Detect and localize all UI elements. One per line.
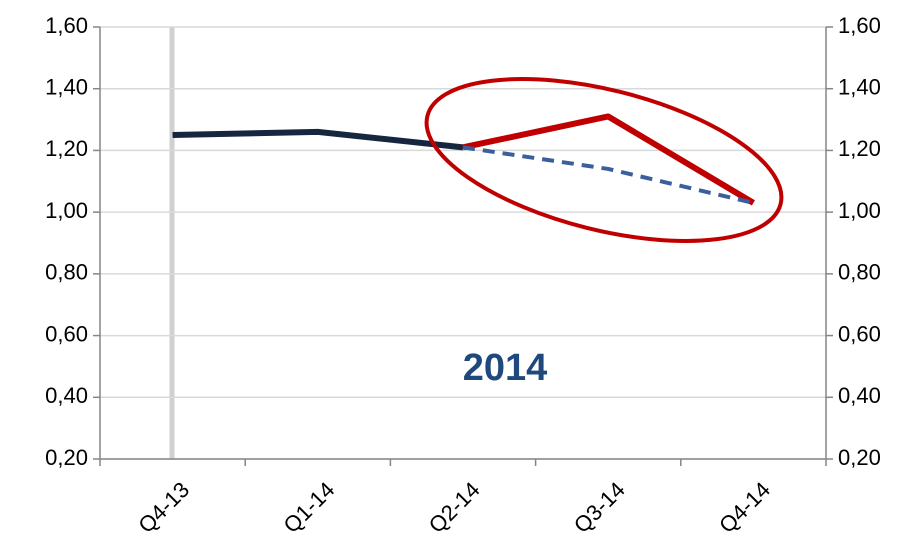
y2-tick-label: 0,80 [838, 260, 881, 285]
highlight-ellipse [424, 77, 784, 243]
x-tick-label: Q3-14 [569, 477, 630, 538]
y2-tick-label: 1,60 [838, 13, 881, 38]
y2-tick-label: 0,20 [838, 445, 881, 470]
x-tick-label: Q2-14 [424, 477, 485, 538]
y-tick-label: 1,20 [45, 136, 88, 161]
y2-tick-label: 0,40 [838, 383, 881, 408]
y-tick-label: 0,20 [45, 445, 88, 470]
series-line [462, 113, 755, 206]
y2-tick-label: 1,00 [838, 198, 881, 223]
grid [100, 26, 826, 460]
x-tick-label: Q4-13 [133, 477, 194, 538]
y-tick-label: 1,00 [45, 198, 88, 223]
annotation: 2014 [463, 347, 548, 389]
series-line [462, 145, 754, 205]
y2-tick-label: 1,20 [838, 136, 881, 161]
y-tick-label: 1,60 [45, 13, 88, 38]
x-tick-label: Q1-14 [279, 477, 340, 538]
y-tick-label: 0,40 [45, 383, 88, 408]
y-tick-label: 1,40 [45, 75, 88, 100]
x-tick-label: Q4-14 [714, 477, 775, 538]
y2-tick-label: 1,40 [838, 75, 881, 100]
y2-tick-label: 0,60 [838, 321, 881, 346]
y-tick-label: 0,60 [45, 321, 88, 346]
series-line [172, 128, 464, 151]
plot [172, 113, 755, 206]
y-tick-label: 0,80 [45, 260, 88, 285]
